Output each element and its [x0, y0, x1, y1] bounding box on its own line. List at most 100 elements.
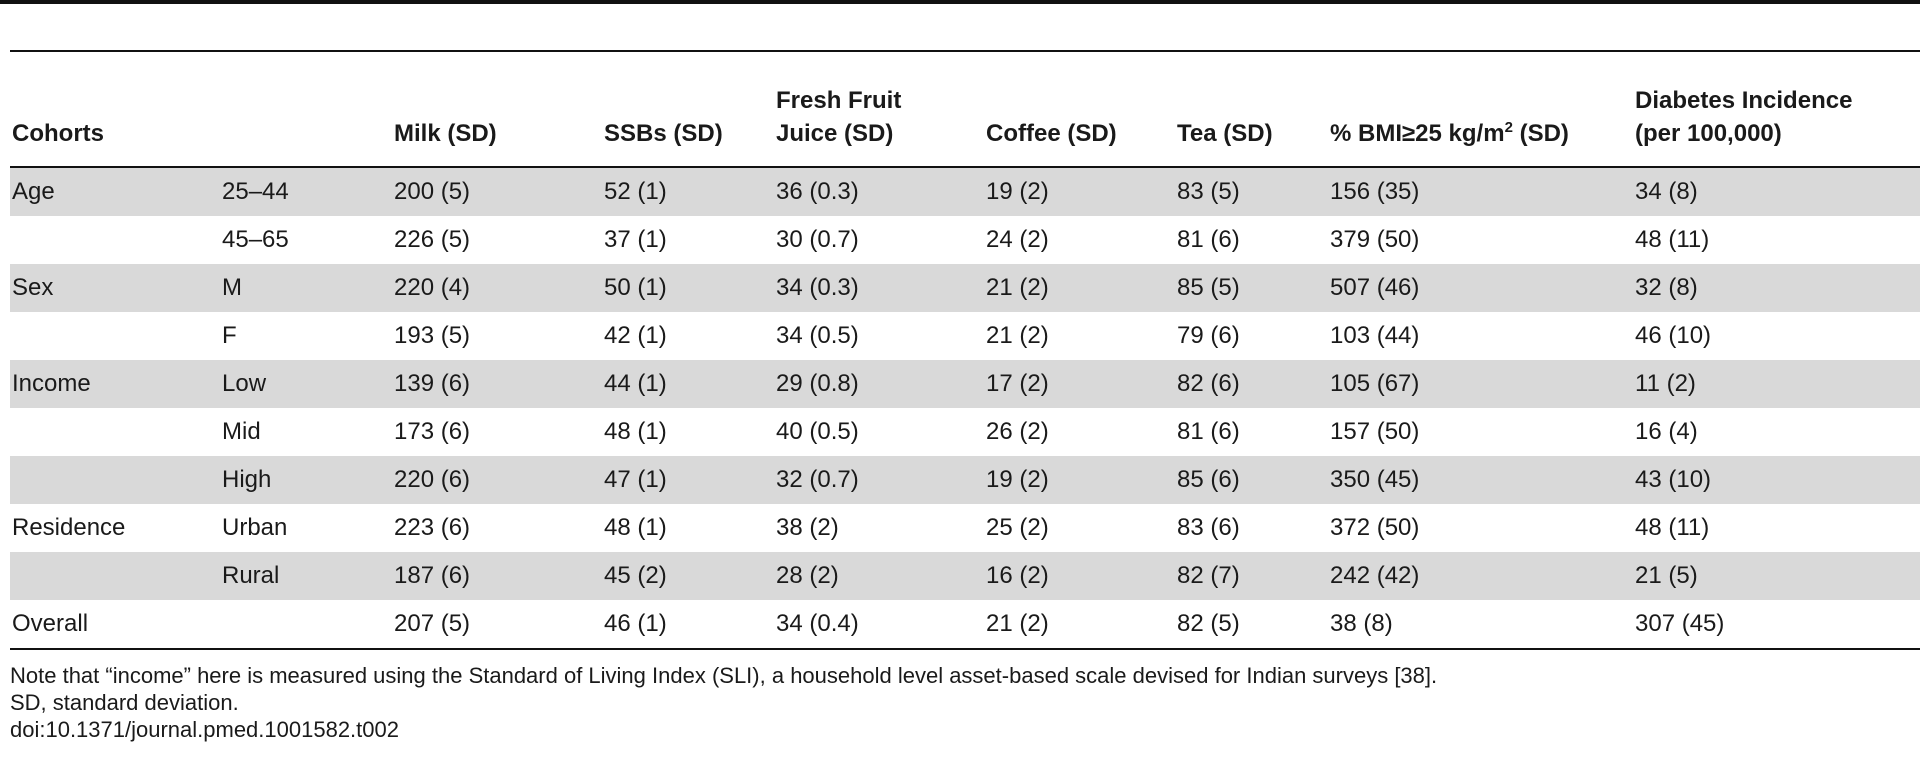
cell-milk: 187 (6) [392, 552, 602, 600]
cell-ssbs: 37 (1) [604, 226, 667, 253]
cell-juice: 34 (0.5) [776, 322, 859, 349]
header-milk: Milk (SD) [394, 120, 497, 147]
header-diabetes-line1: Diabetes Incidence [1635, 87, 1853, 114]
table-row: Mid 173 (6) 48 (1) 40 (0.5) 26 (2) 81 (6) 157 … [10, 408, 1920, 456]
cell-coffee: 24 (2) [986, 226, 1049, 253]
cell-juice: 32 (0.7) [774, 456, 984, 504]
cell-coffee: 16 (2) [984, 552, 1175, 600]
sd-footnote: SD, standard deviation. [10, 690, 239, 715]
cell-diabetes: 16 (4) [1635, 418, 1698, 445]
header-bmi-superscript: 2 [1504, 119, 1513, 136]
cell-milk: 193 (5) [394, 322, 471, 349]
cell-cohort: Residence [12, 514, 126, 541]
table-row: F 193 (5) 42 (1) 34 (0.5) 21 (2) 79 (6) 103 (4… [10, 312, 1920, 360]
cell-coffee: 21 (2) [986, 610, 1049, 637]
cell-milk: 223 (6) [394, 514, 471, 541]
cell-tea: 82 (5) [1177, 610, 1240, 637]
cell-bmi: 372 (50) [1330, 514, 1420, 541]
cell-ssbs: 48 (1) [604, 418, 667, 445]
cell-diabetes: 307 (45) [1635, 610, 1725, 637]
cell-bmi: 105 (67) [1328, 360, 1633, 408]
cell-diabetes: 11 (2) [1633, 360, 1920, 408]
cell-juice: 30 (0.7) [776, 226, 859, 253]
cell-cohort [10, 216, 220, 264]
cell-coffee: 26 (2) [986, 418, 1049, 445]
header-bmi-suffix: (SD) [1512, 120, 1569, 147]
cell-bmi: 242 (42) [1328, 552, 1633, 600]
cell-tea: 81 (6) [1177, 226, 1240, 253]
cell-juice: 28 (2) [774, 552, 984, 600]
header-bmi-prefix: % BMI≥25 kg/m [1330, 120, 1505, 147]
cell-coffee: 19 (2) [984, 167, 1175, 216]
header-juice-line1: Fresh Fruit [776, 87, 902, 114]
cell-milk: 200 (5) [392, 167, 602, 216]
income-footnote: Note that “income” here is measured usin… [10, 663, 1438, 688]
cell-group: Mid [222, 418, 261, 445]
cell-juice: 34 (0.3) [774, 264, 984, 312]
cell-juice: 40 (0.5) [776, 418, 859, 445]
cell-ssbs: 46 (1) [604, 610, 667, 637]
header-fresh-fruit-juice: Fresh Fruit Juice (SD) [774, 52, 984, 167]
cell-cohort: Income [10, 360, 220, 408]
cell-diabetes: 34 (8) [1633, 167, 1920, 216]
header-juice-line2: Juice (SD) [776, 120, 894, 147]
header-diabetes-line2: (per 100,000) [1635, 120, 1782, 147]
table-row: Rural 187 (6) 45 (2) 28 (2) 16 (2) 82 (7) 242 … [10, 552, 1920, 600]
table-footnotes: Note that “income” here is measured usin… [10, 662, 1437, 743]
cell-coffee: 17 (2) [984, 360, 1175, 408]
cell-cohort [10, 552, 220, 600]
cell-bmi: 38 (8) [1330, 610, 1393, 637]
cell-group: Rural [220, 552, 392, 600]
table-row: Age 25–44 200 (5) 52 (1) 36 (0.3) 19 (2) 83 (5… [10, 167, 1920, 216]
cell-cohort: Overall [12, 610, 89, 637]
table-row: Income Low 139 (6) 44 (1) 29 (0.8) 17 (2) 82 (… [10, 360, 1920, 408]
cell-bmi: 156 (35) [1328, 167, 1633, 216]
table-row: Overall 207 (5) 46 (1) 34 (0.4) 21 (2) 82 (5)… [10, 600, 1920, 649]
cell-bmi: 157 (50) [1330, 418, 1420, 445]
cell-diabetes: 43 (10) [1633, 456, 1920, 504]
cell-group: 45–65 [222, 226, 289, 253]
cell-milk: 173 (6) [394, 418, 471, 445]
cell-group: M [220, 264, 392, 312]
header-subgroup [220, 52, 392, 167]
cell-bmi: 350 (45) [1328, 456, 1633, 504]
top-border-rule [0, 0, 1920, 4]
cell-ssbs: 47 (1) [602, 456, 774, 504]
cell-coffee: 21 (2) [986, 322, 1049, 349]
cell-ssbs: 48 (1) [604, 514, 667, 541]
cell-group: Urban [222, 514, 288, 541]
cell-coffee: 19 (2) [984, 456, 1175, 504]
cell-milk: 220 (6) [392, 456, 602, 504]
cell-tea: 85 (6) [1175, 456, 1328, 504]
header-row: Cohorts Milk (SD) SSBs (SD) Fresh Fruit … [10, 52, 1920, 167]
cell-milk: 226 (5) [394, 226, 471, 253]
cell-milk: 220 (4) [392, 264, 602, 312]
data-table-container: Cohorts Milk (SD) SSBs (SD) Fresh Fruit … [10, 50, 1920, 650]
table-top-rule [10, 50, 1920, 52]
header-tea: Tea (SD) [1177, 120, 1273, 147]
header-coffee: Coffee (SD) [986, 120, 1117, 147]
header-diabetes-incidence: Diabetes Incidence (per 100,000) [1633, 52, 1920, 167]
cell-juice: 29 (0.8) [774, 360, 984, 408]
doi-footnote: doi:10.1371/journal.pmed.1001582.t002 [10, 717, 399, 742]
header-cohorts: Cohorts [12, 120, 104, 147]
cell-coffee: 25 (2) [986, 514, 1049, 541]
cell-group: F [222, 322, 237, 349]
cell-bmi: 103 (44) [1330, 322, 1420, 349]
cell-coffee: 21 (2) [984, 264, 1175, 312]
cell-group: High [220, 456, 392, 504]
cell-tea: 83 (5) [1175, 167, 1328, 216]
cell-tea: 83 (6) [1177, 514, 1240, 541]
cell-milk: 207 (5) [394, 610, 471, 637]
cell-tea: 85 (5) [1175, 264, 1328, 312]
cell-ssbs: 42 (1) [604, 322, 667, 349]
cell-juice: 38 (2) [776, 514, 839, 541]
table-row: 45–65 226 (5) 37 (1) 30 (0.7) 24 (2) 81 (6) 37… [10, 216, 1920, 264]
cell-cohort: Age [10, 167, 220, 216]
cell-ssbs: 52 (1) [602, 167, 774, 216]
cell-diabetes: 46 (10) [1635, 322, 1712, 349]
cell-bmi: 379 (50) [1330, 226, 1420, 253]
header-ssbs: SSBs (SD) [604, 120, 723, 147]
cell-cohort [10, 456, 220, 504]
cell-cohort [10, 408, 220, 456]
